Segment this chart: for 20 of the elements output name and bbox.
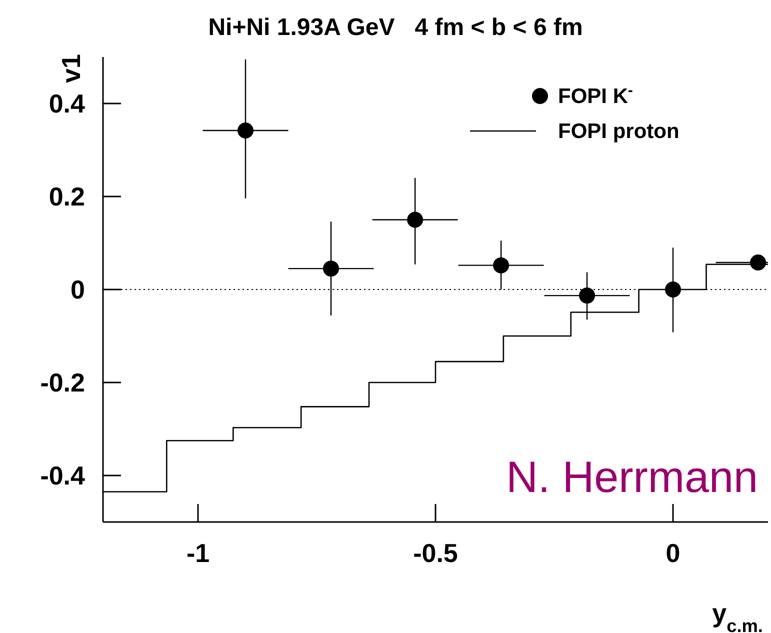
legend-label: FOPI K$^{-}$ xyxy=(558,83,634,108)
x-tick-label: -1 xyxy=(186,538,210,568)
point xyxy=(407,212,424,228)
point xyxy=(238,122,254,138)
y-tick-label: 0.2 xyxy=(48,182,85,212)
x-tick-label: -0.5 xyxy=(413,538,458,568)
point xyxy=(665,282,681,298)
chart-title: Ni+Ni 1.93A GeV 4 fm < b < 6 fm xyxy=(208,14,583,41)
legend-label: FOPI proton xyxy=(558,120,680,143)
point xyxy=(323,260,339,277)
y-tick-label: -0.2 xyxy=(40,368,85,398)
y-tick-label: -0.4 xyxy=(40,460,86,490)
annotation: N. Herrmann xyxy=(506,453,758,502)
x-tick-label: 0 xyxy=(666,538,680,568)
point xyxy=(579,288,596,304)
y-axis-title: v1 xyxy=(56,54,86,83)
y-tick-label: 0.4 xyxy=(48,88,86,118)
x-axis-title: y$_{c.m.}$ xyxy=(712,598,763,633)
y-tick-label: 0 xyxy=(70,274,85,304)
point xyxy=(493,257,510,274)
